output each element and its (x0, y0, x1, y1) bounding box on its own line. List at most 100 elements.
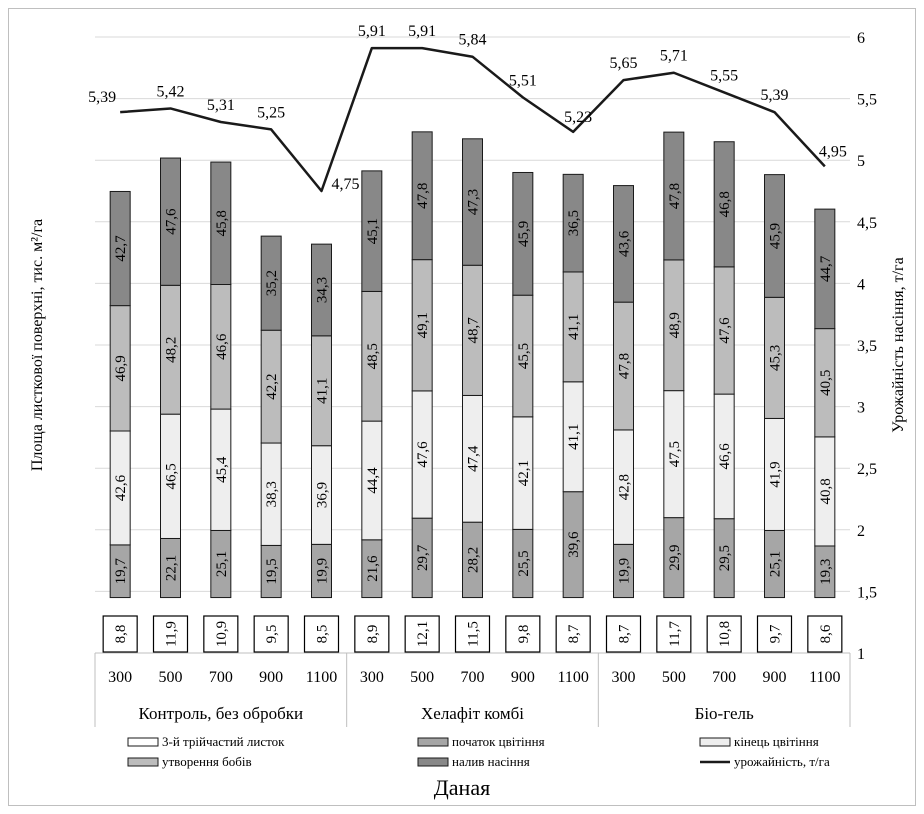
legend-label: початок цвітіння (452, 734, 545, 749)
line-data-label: 5,25 (257, 104, 285, 121)
line-data-label: 5,51 (509, 72, 537, 89)
legend-label: урожайність, т/га (734, 754, 830, 769)
bar-segment (260, 235, 282, 331)
data-label: 47,6 (717, 317, 733, 344)
data-label: 41,1 (566, 314, 582, 340)
bar-segment (562, 173, 584, 273)
bar-segment (411, 131, 433, 261)
data-label: 9,8 (516, 625, 532, 644)
chart-frame (8, 8, 916, 806)
group-label: Біо-гель (695, 704, 754, 723)
y2-tick-label: 1,5 (857, 584, 877, 601)
x-tick-label: 900 (259, 669, 283, 686)
bar-segment-base-box (555, 615, 591, 653)
bar-segment-base-box (203, 615, 239, 653)
y2-axis-title: Урожайність насіння, т/га (890, 257, 907, 432)
bar-segment (814, 208, 836, 330)
data-label: 47,6 (415, 441, 431, 468)
data-label: 46,6 (717, 443, 733, 470)
data-label: 19,5 (264, 558, 280, 584)
data-label: 41,9 (768, 461, 784, 487)
data-label: 22,1 (164, 555, 180, 581)
bar-segment (109, 190, 131, 307)
data-label: 46,9 (113, 355, 129, 381)
y2-tick-label: 3 (857, 400, 865, 417)
bar-segment (160, 157, 181, 286)
bar-segment (713, 141, 735, 268)
bar-segment (361, 170, 383, 292)
legend-label: утворення бобів (162, 754, 252, 769)
x-tick-label: 900 (763, 669, 787, 686)
data-label: 42,2 (264, 374, 280, 400)
line-data-label: 5,39 (88, 89, 116, 106)
bar-segment-base-box (253, 615, 289, 653)
legend-swatch (127, 737, 159, 747)
bar-segment (311, 243, 332, 337)
data-label: 47,8 (617, 353, 633, 379)
data-label: 35,2 (264, 270, 280, 296)
data-label: 8,9 (365, 625, 381, 644)
data-label: 46,6 (214, 333, 230, 360)
bar-segment (613, 185, 634, 303)
data-label: 29,5 (717, 545, 733, 571)
data-label: 39,6 (566, 531, 582, 558)
y2-tick-label: 2 (857, 523, 865, 540)
data-label: 45,9 (516, 221, 532, 247)
bar-segment-base-box (706, 615, 742, 653)
bar-segment (462, 138, 483, 266)
data-label: 8,7 (566, 624, 582, 643)
x-tick-label: 500 (159, 669, 183, 686)
line-data-label: 5,84 (459, 32, 487, 49)
x-tick-label: 300 (108, 669, 132, 686)
data-label: 48,5 (365, 343, 381, 369)
bar-segment (764, 174, 785, 298)
data-label: 47,8 (415, 183, 431, 209)
y2-tick-label: 4 (857, 276, 865, 293)
data-label: 42,1 (516, 460, 532, 486)
bar-segment-base-box (454, 615, 491, 653)
data-label: 48,7 (466, 317, 482, 344)
data-label: 47,6 (164, 208, 180, 235)
data-label: 42,6 (113, 474, 129, 501)
data-label: 25,1 (214, 551, 230, 577)
data-label: 44,7 (818, 255, 834, 282)
data-label: 9,7 (768, 624, 784, 643)
data-label: 41,1 (566, 424, 582, 450)
y2-tick-label: 3,5 (857, 338, 877, 355)
data-label: 21,6 (365, 555, 381, 582)
data-label: 45,4 (214, 456, 230, 483)
x-tick-label: 1100 (557, 669, 588, 686)
data-label: 10,8 (717, 621, 733, 647)
y-axis-title: Площа листкової поверхні, тис. м²/га (29, 219, 46, 471)
line-data-label: 5,65 (610, 55, 638, 72)
bar-segment-base-box (404, 615, 440, 653)
legend-swatch (127, 757, 159, 767)
data-label: 46,8 (717, 191, 733, 217)
data-label: 42,7 (113, 235, 129, 262)
data-label: 28,2 (466, 547, 482, 573)
legend-label: кінець цвітіння (734, 734, 819, 749)
data-label: 47,5 (667, 441, 683, 467)
x-tick-label: 900 (511, 669, 535, 686)
data-label: 25,1 (768, 551, 784, 577)
x-tick-label: 700 (209, 669, 233, 686)
bar-segment-base-box (102, 615, 138, 653)
data-label: 45,8 (214, 210, 230, 236)
legend-label: 3-й трійчастий листок (162, 734, 285, 749)
data-label: 25,5 (516, 550, 532, 576)
data-label: 47,4 (466, 445, 482, 472)
y2-tick-label: 4,5 (857, 215, 877, 232)
data-label: 47,8 (667, 183, 683, 209)
data-label: 12,1 (415, 621, 431, 647)
legend-swatch (699, 737, 731, 747)
bar-segment-base-box (605, 615, 642, 653)
data-label: 10,9 (214, 621, 230, 647)
bar-segment-base-box (152, 615, 189, 653)
data-label: 45,1 (365, 218, 381, 244)
x-tick-label: 1100 (306, 669, 337, 686)
data-label: 40,8 (818, 478, 834, 504)
x-tick-label: 700 (712, 669, 736, 686)
bar-segment-base-box (505, 615, 541, 653)
